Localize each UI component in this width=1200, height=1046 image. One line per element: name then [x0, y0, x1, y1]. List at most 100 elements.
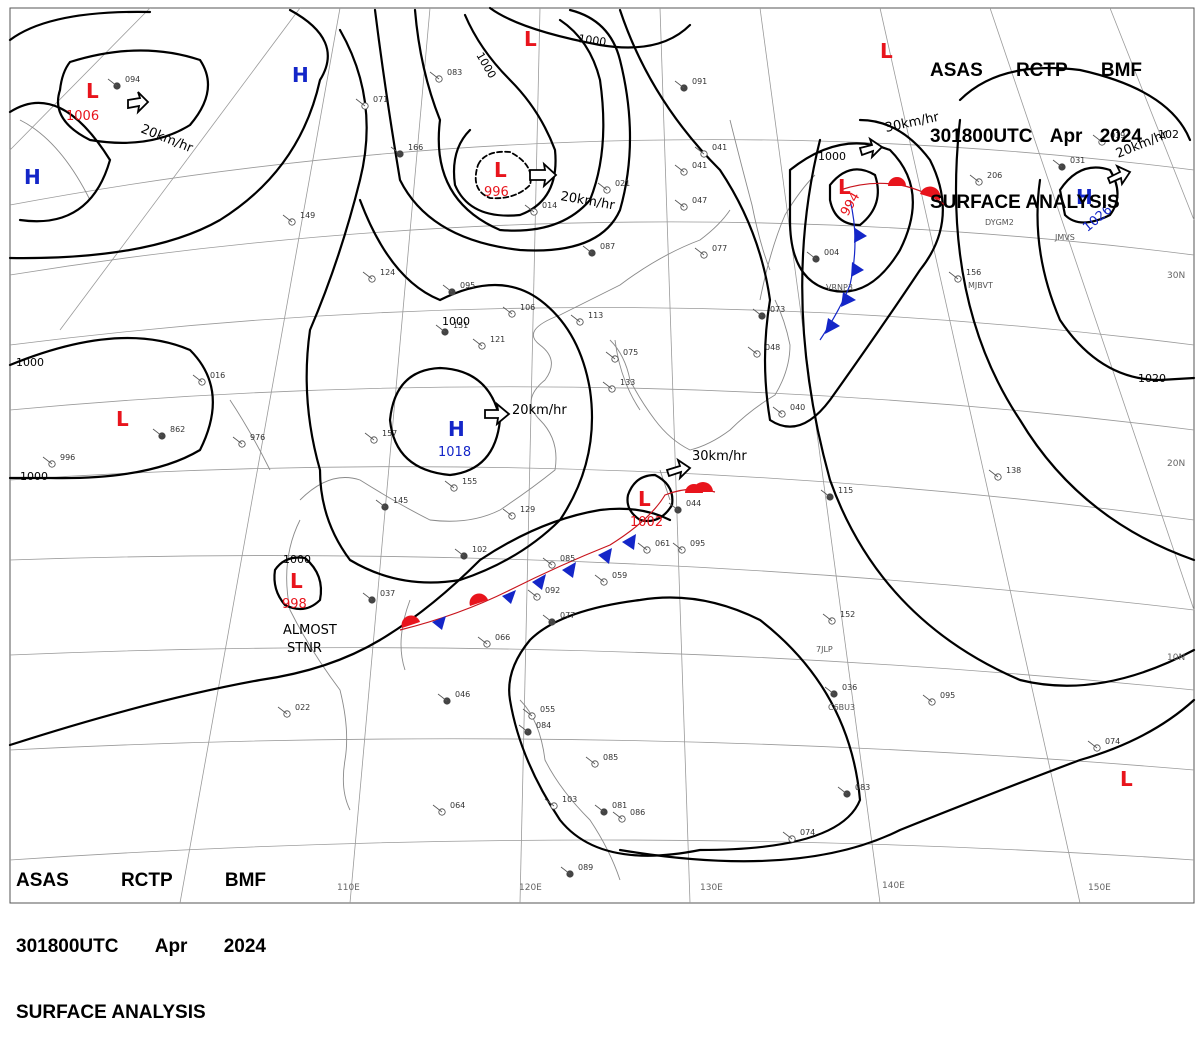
station-value: 046 [455, 690, 470, 699]
wind-barb [454, 548, 465, 557]
wind-barb [969, 174, 980, 183]
high-symbol: H [292, 63, 309, 87]
ship-ids: VRNP3 JMVS DYGM2 MJBVT 7JLP C6BU3 [816, 218, 1075, 712]
station-value: 095 [460, 281, 475, 290]
high-center: H 1018 [438, 417, 471, 460]
header-time: 301800UTC [16, 936, 119, 957]
wind-barb [390, 146, 401, 155]
lon-label-110e: 110E [337, 883, 360, 893]
wind-barb [518, 724, 529, 733]
wind-barb [107, 78, 118, 87]
lat-label-30n: 30N [1167, 271, 1185, 281]
wind-barb [594, 574, 605, 583]
wind-barb [542, 614, 553, 623]
lon-label-150e: 150E [1088, 883, 1111, 893]
motion-labels: 20km/hr 20km/hr 30km/hr 20km/hr 20km/hr … [139, 110, 1171, 464]
station-value: 976 [250, 433, 265, 442]
station-value: 113 [588, 311, 603, 320]
station-value: 206 [987, 171, 1002, 180]
wind-barb [582, 245, 593, 254]
wind-barb [432, 804, 443, 813]
station-value: 152 [840, 610, 855, 619]
station-value: 124 [380, 268, 395, 277]
isobar-label: 1000 [442, 315, 470, 328]
wind-barb [502, 508, 513, 517]
station-value: 085 [603, 753, 618, 762]
high-symbol: H [1076, 185, 1093, 209]
station-value: 083 [447, 68, 462, 77]
station-value: 129 [520, 505, 535, 514]
station-value: 061 [655, 539, 670, 548]
station-value: 083 [855, 783, 870, 792]
station-value: 016 [210, 371, 225, 380]
header-code: BMF [1100, 60, 1142, 81]
wind-barb [375, 499, 386, 508]
station-value: 121 [490, 335, 505, 344]
low-pressure-value: 1002 [630, 515, 663, 530]
station-value: 156 [966, 268, 981, 277]
low-symbol: L [838, 175, 851, 199]
isobar-label: 1000 [283, 553, 311, 566]
station-value: 036 [842, 683, 857, 692]
station-value: 074 [800, 828, 815, 837]
ship-id: JMVS [1054, 233, 1075, 242]
station-value: 133 [620, 378, 635, 387]
wind-barb [560, 866, 571, 875]
wind-barb [585, 756, 596, 765]
station-value: 106 [520, 303, 535, 312]
low-symbol: L [86, 79, 99, 103]
wind-barb [429, 71, 440, 80]
fronts [399, 177, 946, 631]
wind-barb [355, 98, 366, 107]
annotation-almost: ALMOST [283, 623, 337, 638]
wind-barb [822, 613, 833, 622]
isobar-label: 1000 [818, 150, 846, 163]
lon-label-120e: 120E [519, 883, 542, 893]
wind-barb [192, 374, 203, 383]
wind-barb [570, 314, 581, 323]
header-year: 2024 [223, 936, 266, 957]
high-symbol: H [24, 165, 41, 189]
low-pressure-value: 996 [484, 185, 509, 200]
low-symbol: L [524, 27, 537, 51]
station-plots [42, 71, 1106, 878]
wind-barb [524, 204, 535, 213]
annotation-stnr: STNR [287, 641, 322, 656]
wind-barb [597, 182, 608, 191]
wind-barb [437, 693, 448, 702]
station-value: 048 [765, 343, 780, 352]
station-value: 040 [790, 403, 805, 412]
wind-barb [988, 469, 999, 478]
wind-barb [824, 686, 835, 695]
wind-barb [752, 308, 763, 317]
lon-label-140e: 140E [882, 881, 905, 891]
station-value: 089 [578, 863, 593, 872]
station-value: 031 [1070, 156, 1085, 165]
station-value: 041 [712, 143, 727, 152]
station-value: 151 [453, 321, 468, 330]
wind-barb [544, 798, 555, 807]
station-value: 095 [690, 539, 705, 548]
header-agency: ASAS [930, 60, 983, 81]
header-bottom: ASAS RCTP BMF 301800UTC Apr 2024 SURFACE ANA… [16, 826, 266, 1046]
isobar-label: 1000 [20, 470, 48, 483]
station-value: 073 [770, 305, 785, 314]
ship-id: VRNP3 [826, 283, 853, 292]
wind-barb [806, 251, 817, 260]
warm-front-semicircles [401, 482, 713, 628]
wind-barb [477, 636, 488, 645]
wind-barb [922, 694, 933, 703]
pressure-centers: L 1006 H H L L 996 L L 994 H 1026 L H 10… [24, 27, 1133, 791]
graticule [9, 7, 1195, 904]
wind-barb [522, 708, 533, 717]
wind-barb [602, 381, 613, 390]
station-value: 086 [630, 808, 645, 817]
motion-label: 20km/hr [512, 403, 567, 418]
wind-barb [674, 80, 685, 89]
wind-barb [605, 351, 616, 360]
wind-barb [612, 811, 623, 820]
motion-arrows [127, 91, 1132, 481]
wind-barb [1052, 159, 1063, 168]
station-value: 081 [612, 801, 627, 810]
wind-barb [694, 146, 705, 155]
